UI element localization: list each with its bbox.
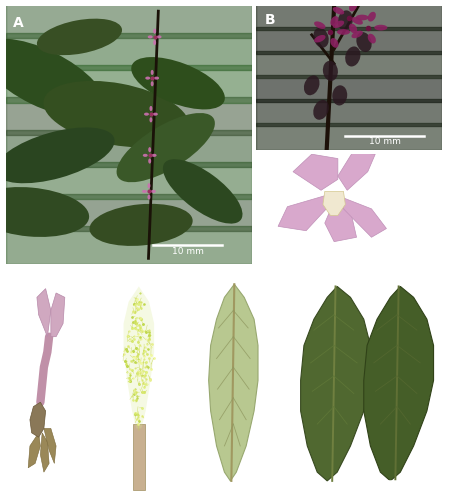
Polygon shape [44, 428, 56, 464]
Polygon shape [123, 286, 154, 428]
Ellipse shape [142, 190, 147, 193]
Polygon shape [278, 196, 330, 230]
Ellipse shape [345, 46, 360, 66]
Ellipse shape [143, 154, 148, 157]
Ellipse shape [151, 190, 156, 193]
Ellipse shape [157, 36, 162, 38]
Ellipse shape [150, 117, 152, 122]
Text: 5 mm: 5 mm [376, 252, 402, 262]
Ellipse shape [323, 61, 338, 81]
Polygon shape [338, 152, 375, 190]
Ellipse shape [337, 29, 350, 35]
Polygon shape [28, 433, 40, 468]
Ellipse shape [0, 38, 105, 117]
Text: G: G [296, 284, 307, 298]
Bar [6, 226, 252, 264]
Ellipse shape [356, 14, 369, 20]
Ellipse shape [304, 76, 319, 96]
Ellipse shape [314, 22, 325, 29]
Text: 10 mm: 10 mm [19, 480, 48, 490]
Bar [6, 194, 252, 232]
Ellipse shape [352, 30, 363, 38]
Ellipse shape [150, 106, 152, 111]
Text: C: C [269, 160, 279, 173]
Polygon shape [323, 192, 345, 216]
Polygon shape [301, 286, 370, 481]
Bar [6, 33, 252, 70]
Ellipse shape [163, 159, 242, 224]
Text: F: F [190, 284, 199, 298]
Ellipse shape [153, 112, 158, 116]
Polygon shape [40, 433, 49, 472]
Polygon shape [37, 288, 51, 337]
Ellipse shape [145, 76, 150, 80]
Ellipse shape [0, 187, 89, 237]
Bar [256, 3, 442, 30]
Ellipse shape [154, 76, 159, 80]
Polygon shape [364, 286, 434, 481]
Ellipse shape [131, 57, 225, 110]
Polygon shape [293, 154, 338, 190]
Ellipse shape [314, 35, 325, 42]
Polygon shape [133, 424, 145, 490]
Ellipse shape [338, 10, 353, 30]
Bar [256, 99, 442, 126]
Text: 10 mm: 10 mm [172, 247, 204, 256]
Text: B: B [265, 13, 275, 27]
Ellipse shape [148, 158, 151, 164]
Ellipse shape [151, 81, 154, 86]
Ellipse shape [352, 17, 363, 24]
Text: D: D [10, 284, 22, 298]
Ellipse shape [90, 204, 193, 246]
Ellipse shape [44, 81, 190, 148]
Ellipse shape [349, 24, 357, 34]
Ellipse shape [313, 28, 329, 48]
Ellipse shape [349, 2, 357, 12]
Polygon shape [325, 201, 357, 241]
Ellipse shape [313, 100, 329, 120]
Text: E: E [101, 284, 110, 298]
Bar [6, 98, 252, 134]
Polygon shape [51, 293, 65, 337]
Ellipse shape [147, 194, 151, 200]
Bar [6, 130, 252, 167]
Ellipse shape [333, 20, 344, 28]
Ellipse shape [151, 154, 157, 157]
Polygon shape [30, 402, 45, 437]
Polygon shape [209, 284, 258, 481]
Ellipse shape [37, 18, 122, 55]
Bar [6, 162, 252, 199]
Ellipse shape [0, 128, 115, 184]
Ellipse shape [147, 183, 151, 188]
Text: A: A [13, 16, 24, 30]
Bar [256, 75, 442, 102]
Ellipse shape [330, 38, 339, 48]
Bar [256, 51, 442, 78]
Text: 10 mm: 10 mm [369, 137, 401, 146]
Ellipse shape [144, 112, 149, 116]
Ellipse shape [148, 36, 153, 38]
Ellipse shape [148, 147, 151, 152]
Ellipse shape [368, 34, 376, 43]
Text: 20 mm: 20 mm [396, 483, 425, 492]
Ellipse shape [333, 7, 344, 14]
Polygon shape [343, 198, 386, 237]
Bar [6, 65, 252, 102]
Ellipse shape [368, 12, 376, 22]
Bar [256, 27, 442, 54]
Ellipse shape [332, 86, 347, 105]
Ellipse shape [153, 28, 156, 34]
Bar [256, 124, 442, 150]
Ellipse shape [153, 40, 156, 45]
Ellipse shape [330, 16, 339, 26]
Ellipse shape [356, 32, 372, 52]
Bar [6, 1, 252, 38]
Ellipse shape [151, 70, 154, 75]
Ellipse shape [374, 24, 387, 30]
Ellipse shape [117, 113, 215, 182]
